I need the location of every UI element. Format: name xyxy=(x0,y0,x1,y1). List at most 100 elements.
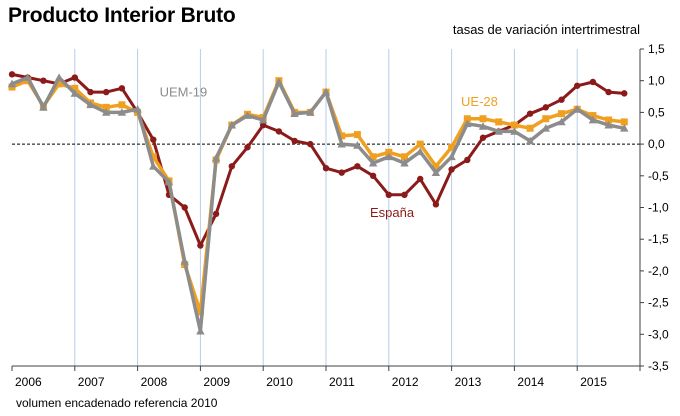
data-point xyxy=(54,73,64,81)
x-tick-label: 2013 xyxy=(455,375,482,389)
data-point xyxy=(353,141,362,149)
data-point xyxy=(574,82,581,89)
data-point xyxy=(432,201,440,208)
data-point xyxy=(290,109,299,118)
data-point xyxy=(337,139,346,148)
data-point xyxy=(87,88,94,96)
data-point xyxy=(369,153,377,161)
data-point xyxy=(306,108,315,116)
y-tick-label: 1,0 xyxy=(648,74,665,88)
data-point xyxy=(605,116,613,124)
data-point xyxy=(86,100,95,109)
y-tick-label: 0,5 xyxy=(648,105,665,119)
series-espa-a xyxy=(8,71,628,249)
x-tick-label: 2011 xyxy=(329,375,355,389)
data-point xyxy=(338,132,346,140)
data-point xyxy=(464,156,471,164)
x-tick-label: 2007 xyxy=(78,375,105,389)
data-point xyxy=(354,163,361,170)
data-point xyxy=(526,124,534,132)
x-tick-label: 2010 xyxy=(266,375,293,389)
data-point xyxy=(400,158,409,167)
data-point xyxy=(401,153,408,161)
label-ue-28: UE-28 xyxy=(461,94,498,109)
data-point xyxy=(558,96,565,103)
data-point xyxy=(322,164,330,172)
data-point xyxy=(588,115,598,124)
chart-title: Producto Interior Bruto xyxy=(8,4,236,27)
data-point xyxy=(573,105,582,113)
data-point xyxy=(369,172,377,179)
data-point xyxy=(260,121,267,129)
data-point xyxy=(23,73,32,81)
y-tick-label: -1,0 xyxy=(648,201,669,215)
data-point xyxy=(181,204,188,211)
data-point xyxy=(244,144,251,151)
y-tick-label: 0,0 xyxy=(648,137,665,151)
data-point xyxy=(557,117,566,126)
data-point xyxy=(103,88,110,96)
series-line-espa-a xyxy=(11,72,625,247)
chart-subtitle: tasas de variación intertrimestral xyxy=(452,22,640,37)
x-tick-label: 2015 xyxy=(580,375,607,389)
data-point xyxy=(463,119,472,128)
y-tick-label: -3,0 xyxy=(648,327,669,341)
data-point xyxy=(8,71,16,78)
y-axis-ticks: 1,5 1,0 0,5 0,0 -0,5 -1,0 -1,5 -2,0 -2,5 -3,0 -3,5 xyxy=(640,42,669,373)
data-point xyxy=(227,120,236,129)
data-point xyxy=(102,108,111,116)
data-point xyxy=(541,124,550,132)
x-axis-ticks: 2006 2007 2008 2009 2010 2011 2012 2013 2014 2015 xyxy=(11,366,641,389)
data-point xyxy=(432,162,440,170)
data-point xyxy=(39,103,48,111)
data-point xyxy=(542,104,549,111)
data-point xyxy=(149,153,157,161)
data-point xyxy=(212,210,220,218)
data-point xyxy=(478,122,488,130)
data-point xyxy=(228,163,235,170)
x-tick-label: 2012 xyxy=(392,375,419,389)
data-point xyxy=(447,152,456,161)
data-point xyxy=(605,88,612,96)
data-point xyxy=(494,127,503,135)
data-point xyxy=(525,136,535,145)
data-point xyxy=(117,108,127,116)
data-point xyxy=(385,191,392,199)
data-point xyxy=(196,326,205,335)
data-point xyxy=(542,115,550,123)
y-tick-label: 1,5 xyxy=(648,42,665,56)
data-point xyxy=(259,115,268,124)
data-point xyxy=(197,242,204,249)
data-point xyxy=(118,85,126,92)
data-point xyxy=(416,147,425,156)
data-point xyxy=(164,177,174,186)
data-point xyxy=(479,134,487,141)
data-point xyxy=(526,110,534,117)
series-labels: UEM-19 UE-28 España xyxy=(160,85,498,220)
data-point xyxy=(71,84,79,92)
data-point xyxy=(353,131,361,139)
data-point xyxy=(510,121,518,129)
data-point xyxy=(150,136,157,143)
data-point xyxy=(621,90,628,97)
data-point xyxy=(243,111,252,119)
data-point xyxy=(133,105,142,113)
data-point xyxy=(448,166,455,173)
chart-footnote: volumen encadenado referencia 2010 xyxy=(16,396,218,410)
data-point xyxy=(180,257,189,265)
data-point xyxy=(604,120,613,129)
series-uem-19 xyxy=(7,73,629,335)
y-tick-label: -2,5 xyxy=(648,296,669,310)
x-tick-label: 2009 xyxy=(203,375,230,389)
data-point xyxy=(401,191,408,199)
y-tick-label: -2,0 xyxy=(648,264,669,278)
data-point xyxy=(118,101,126,109)
data-point xyxy=(510,127,519,135)
data-point xyxy=(384,152,393,161)
year-gridlines xyxy=(74,49,578,366)
label-uem-19: UEM-19 xyxy=(160,85,208,100)
data-point xyxy=(417,175,424,183)
x-tick-label: 2014 xyxy=(517,375,544,389)
data-point xyxy=(55,80,63,88)
